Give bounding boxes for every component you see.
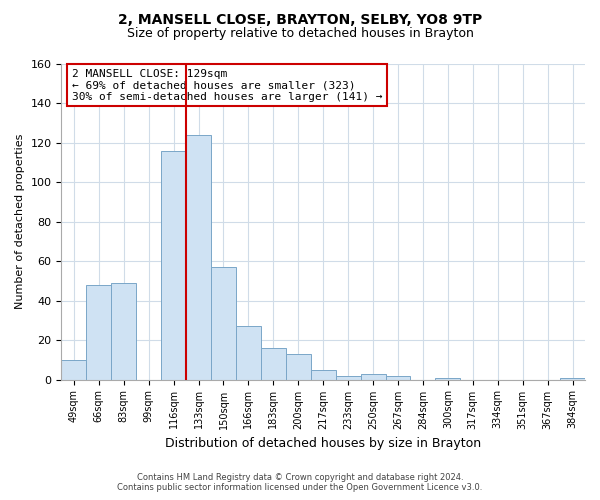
X-axis label: Distribution of detached houses by size in Brayton: Distribution of detached houses by size …: [165, 437, 481, 450]
Bar: [560, 378, 585, 380]
Text: Size of property relative to detached houses in Brayton: Size of property relative to detached ho…: [127, 28, 473, 40]
Bar: [236, 326, 261, 380]
Bar: [361, 374, 386, 380]
Bar: [335, 376, 361, 380]
Y-axis label: Number of detached properties: Number of detached properties: [15, 134, 25, 310]
Bar: [211, 267, 236, 380]
Text: 2 MANSELL CLOSE: 129sqm
← 69% of detached houses are smaller (323)
30% of semi-d: 2 MANSELL CLOSE: 129sqm ← 69% of detache…: [72, 68, 382, 102]
Bar: [61, 360, 86, 380]
Bar: [86, 285, 111, 380]
Bar: [111, 283, 136, 380]
Bar: [386, 376, 410, 380]
Bar: [186, 135, 211, 380]
Bar: [436, 378, 460, 380]
Bar: [261, 348, 286, 380]
Bar: [161, 151, 186, 380]
Text: Contains HM Land Registry data © Crown copyright and database right 2024.
Contai: Contains HM Land Registry data © Crown c…: [118, 473, 482, 492]
Bar: [286, 354, 311, 380]
Text: 2, MANSELL CLOSE, BRAYTON, SELBY, YO8 9TP: 2, MANSELL CLOSE, BRAYTON, SELBY, YO8 9T…: [118, 12, 482, 26]
Bar: [311, 370, 335, 380]
